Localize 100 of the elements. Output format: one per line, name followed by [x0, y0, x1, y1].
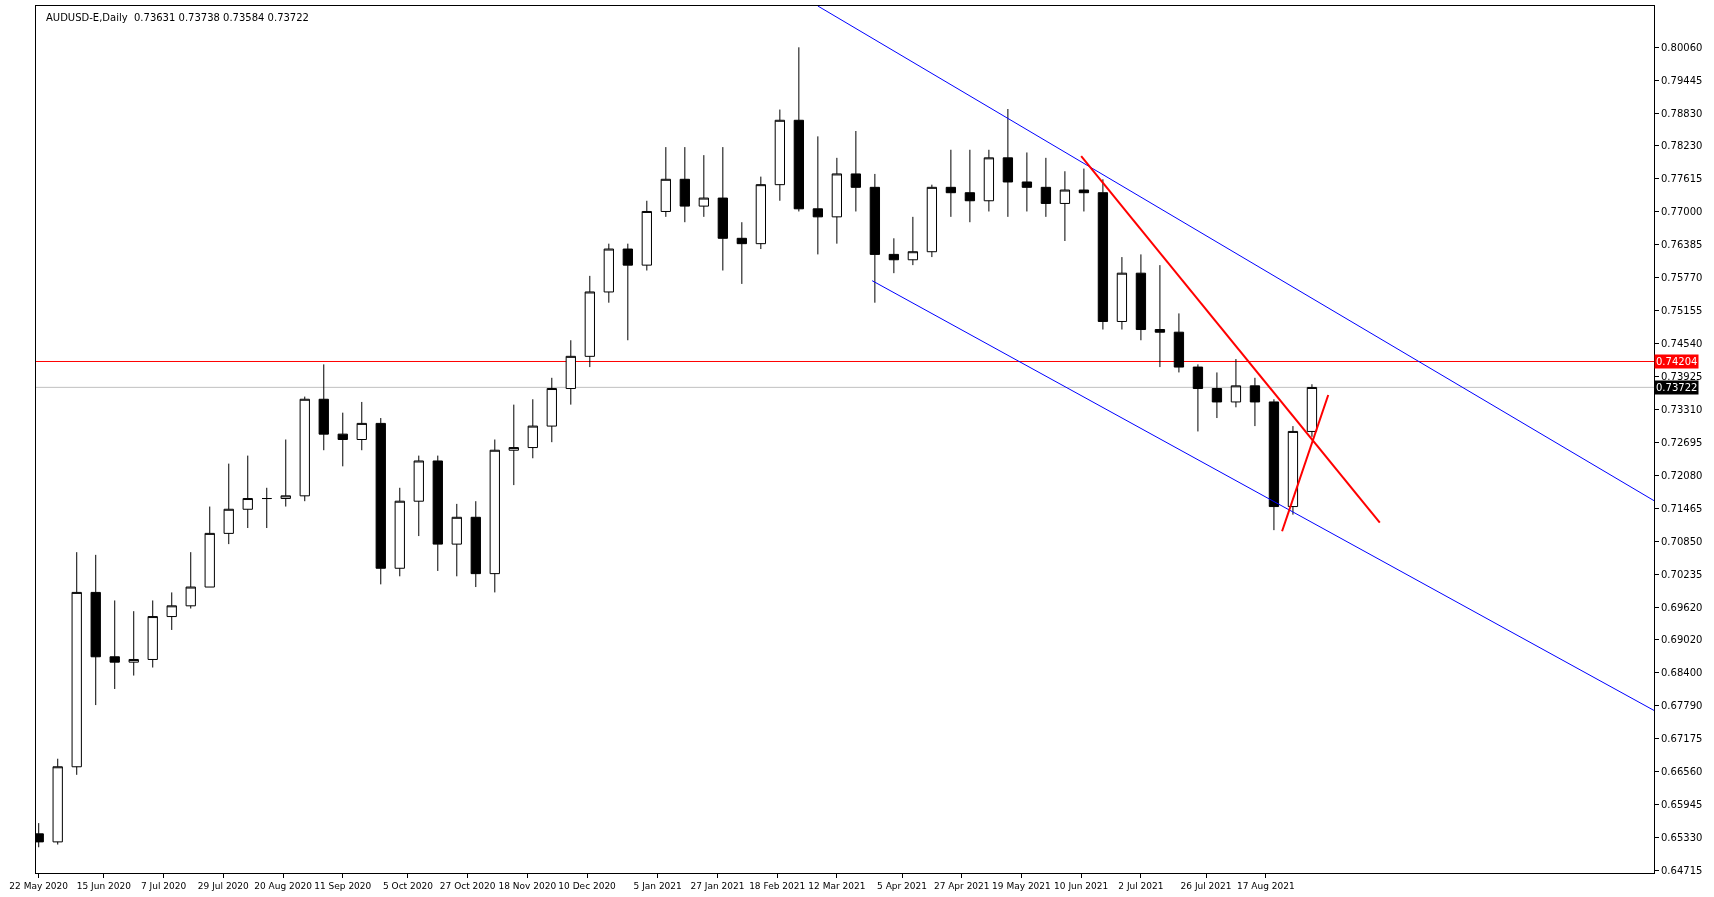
text: 0.67175: [1661, 733, 1703, 745]
candlestick: [964, 149, 976, 223]
text: 0.77000: [1661, 205, 1703, 217]
text: 0.69620: [1661, 601, 1703, 613]
x-tick-label: 29 Jul 2020: [197, 880, 250, 891]
candlestick: [736, 221, 747, 285]
candlestick: [774, 109, 785, 202]
x-tick-label: 10 Dec 2020: [558, 880, 617, 891]
text: 0.75770: [1661, 271, 1703, 283]
candlestick: [546, 377, 557, 443]
text: 0.75155: [1661, 304, 1703, 316]
text: 0.79445: [1661, 74, 1703, 86]
candlestick: [584, 275, 595, 368]
candlestick: [451, 503, 462, 577]
candlestick: [1230, 358, 1242, 408]
x-tick-label: 10 Jun 2021: [1054, 880, 1109, 891]
x-tick-label: 20 Aug 2020: [254, 880, 313, 891]
candlestick: [356, 401, 367, 451]
x-tick-label: 27 Apr 2021: [933, 880, 990, 891]
text: 0.74540: [1661, 337, 1703, 349]
text: 0.73925: [1661, 370, 1703, 382]
x-tick-label: 26 Jul 2021: [1180, 880, 1232, 891]
text: 0.70850: [1661, 535, 1703, 547]
ref-line-label: 0.74204: [1656, 356, 1698, 367]
text: 0.80060: [1661, 41, 1703, 53]
text: 0.76385: [1661, 238, 1703, 250]
x-tick-label: 7 Jul 2020: [140, 880, 187, 891]
candlestick: [622, 243, 633, 341]
candlestick: [1097, 178, 1109, 331]
candlestick: [907, 216, 919, 266]
candlestick: [641, 200, 652, 271]
candlestick: [489, 439, 500, 593]
text: 0.67790: [1661, 700, 1703, 712]
text: 0.77615: [1661, 172, 1703, 184]
candlestick: [1192, 363, 1204, 432]
text: 0.64715: [1661, 865, 1703, 877]
candlestick: [470, 500, 481, 588]
candlestick: [166, 591, 177, 631]
candlestick: [413, 455, 424, 537]
text: 0.72080: [1661, 469, 1703, 481]
x-tick-label: 12 Mar 2021: [808, 880, 866, 891]
text: 0.78830: [1661, 107, 1703, 119]
candlestick: [565, 339, 576, 406]
x-tick-label: 17 Aug 2021: [1236, 880, 1295, 891]
x-tick-label: 19 May 2021: [992, 880, 1051, 891]
candlestick: [812, 135, 824, 255]
candlestick: [1211, 371, 1223, 419]
text: 0.71465: [1661, 502, 1703, 514]
text: 0.73310: [1661, 403, 1703, 415]
text: 0.65945: [1661, 799, 1703, 811]
text: 0.70235: [1661, 568, 1703, 580]
candlestick: [204, 506, 215, 588]
candlestick: [1059, 170, 1071, 242]
candlestick: [831, 157, 843, 245]
x-tick-label: 5 Apr 2021: [877, 880, 927, 891]
candlestick: [1173, 312, 1185, 373]
x-tick-label: 27 Oct 2020: [439, 880, 496, 891]
x-tick-label: 27 Jan 2021: [690, 880, 745, 891]
x-tick-label: 15 Jun 2020: [76, 880, 132, 891]
candlestick: [527, 398, 538, 459]
candlestick: [1078, 168, 1090, 212]
candlestick: [1135, 253, 1147, 341]
candlestick: [888, 237, 900, 274]
candlestick: [1040, 157, 1052, 218]
candlestick: [603, 243, 614, 304]
text: 0.68400: [1661, 667, 1703, 679]
candlestick: [1021, 151, 1033, 212]
x-tick-label: 22 May 2020: [9, 880, 69, 891]
text: AUDUSD-E,Daily 0.73631 0.73738 0.73584 0.73722: [46, 12, 309, 23]
candlestick: [280, 439, 291, 508]
text: 0.65330: [1661, 832, 1703, 844]
candlestick: [109, 599, 120, 690]
candlestick: [755, 176, 766, 250]
candlestick: [679, 146, 690, 223]
x-tick-label: 5 Jan 2021: [633, 880, 682, 891]
candlestick: [926, 184, 938, 258]
candlestick: [850, 130, 862, 212]
candlestick: [318, 363, 329, 451]
candlestick: [508, 404, 519, 486]
text: 0.69020: [1661, 634, 1703, 646]
x-tick-label: 18 Nov 2020: [498, 880, 557, 891]
candlestick: [793, 46, 804, 212]
candlestick: [1249, 377, 1261, 427]
candlestick: [1306, 383, 1318, 438]
x-tick-label: 18 Feb 2021: [749, 880, 806, 891]
candlestick: [394, 487, 405, 577]
candlestick: [375, 417, 386, 585]
candlestick: [71, 551, 82, 776]
text: 0.72695: [1661, 436, 1703, 448]
candlestick: [1287, 425, 1299, 516]
candlestick: [1116, 256, 1128, 331]
candlestick: [432, 455, 443, 572]
candlestick: [52, 758, 63, 846]
x-tick-label: 11 Sep 2020: [314, 880, 372, 891]
candlestick: [299, 396, 310, 502]
x-tick-label: 5 Oct 2020: [382, 880, 434, 891]
candlestick: [1002, 108, 1014, 218]
candlestick: [1154, 264, 1166, 368]
text: 0.66560: [1661, 766, 1703, 778]
x-tick-label: 2 Jul 2021: [1118, 880, 1164, 891]
